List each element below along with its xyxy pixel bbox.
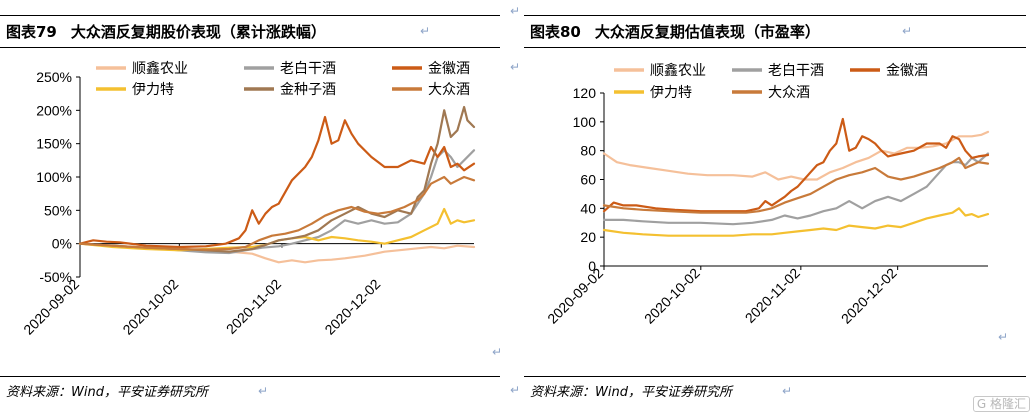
x-tick-label: 2020-12-02 xyxy=(321,276,383,338)
top-rule xyxy=(524,15,1026,16)
bottom-rule xyxy=(524,376,1026,377)
y-tick-label: 40 xyxy=(580,200,596,216)
figure-number: 图表79 xyxy=(6,23,57,41)
y-tick-label: 100% xyxy=(36,169,72,185)
title-rule xyxy=(524,47,1026,48)
x-tick-label: 2020-11-02 xyxy=(223,276,284,337)
chart-panel-stock-performance: 图表79 大众酒反复期股价表现（累计涨跌幅） ↵ 250% 200% 150% 100%… xyxy=(0,0,510,418)
legend-label: 金徽酒 xyxy=(428,60,470,76)
legend-label: 大众酒 xyxy=(768,84,810,100)
y-tick-label: 60 xyxy=(580,172,596,188)
legend-label: 顺鑫农业 xyxy=(132,60,188,76)
paragraph-mark-icon: ↵ xyxy=(510,60,521,74)
series-line-1 xyxy=(602,130,990,181)
y-tick-label: 0% xyxy=(52,236,72,252)
paragraph-mark-icon: ↵ xyxy=(510,4,521,18)
legend-label: 伊力特 xyxy=(132,81,174,97)
source-note: 资料来源：Wind，平安证券研究所 xyxy=(6,385,208,400)
series-line-3 xyxy=(78,115,476,249)
y-tick-label: 200% xyxy=(36,102,72,118)
x-tick-label: 2020-12-02 xyxy=(838,265,900,327)
y-tick-label: 250% xyxy=(36,69,72,85)
top-rule xyxy=(0,15,500,16)
series-line-5 xyxy=(602,156,990,214)
line-chart-stock-performance: 250%200%150%100%50%0%-50%2020-09-02 2020-… xyxy=(20,60,476,338)
figure-title-text: 大众酒反复期估值表现（市盈率） xyxy=(594,23,820,41)
x-tick-label: 2020-11-02 xyxy=(742,265,803,326)
y-tick-label: 0 xyxy=(588,258,596,274)
series-line-3 xyxy=(602,117,990,213)
y-tick-label: 120 xyxy=(573,85,597,101)
paragraph-mark-icon: ↵ xyxy=(420,24,431,38)
legend-label: 老白干酒 xyxy=(768,62,824,78)
legend-label: 顺鑫农业 xyxy=(650,62,706,78)
y-tick-label: 80 xyxy=(580,143,596,159)
x-tick-label: 2020-10-02 xyxy=(641,265,703,327)
x-tick-label: 2020-10-02 xyxy=(119,276,181,338)
y-tick-label: 20 xyxy=(580,229,596,245)
legend-label: 金徽酒 xyxy=(886,62,928,78)
watermark-logo: G 格隆汇 xyxy=(972,396,1030,412)
legend-label: 老白干酒 xyxy=(280,60,336,76)
source-note: 资料来源：Wind，平安证券研究所 xyxy=(530,385,732,400)
y-tick-label: 100 xyxy=(573,114,597,130)
legend-label: 伊力特 xyxy=(650,84,692,100)
y-tick-label: -50% xyxy=(39,269,72,285)
figure-number: 图表80 xyxy=(530,23,581,41)
paragraph-mark-icon: ↵ xyxy=(258,384,269,398)
paragraph-mark-icon: ↵ xyxy=(998,330,1009,344)
legend-label: 金种子酒 xyxy=(280,81,336,97)
series-line-4 xyxy=(602,207,990,237)
chart-panel-valuation: 图表80 大众酒反复期估值表现（市盈率） ↵ 120 100 80 60 40 20 0 202… xyxy=(524,0,1036,418)
y-tick-label: 50% xyxy=(44,202,72,218)
bottom-rule xyxy=(0,376,500,377)
paragraph-mark-icon: ↵ xyxy=(510,383,521,397)
figure-title-text: 大众酒反复期股价表现（累计涨跌幅） xyxy=(70,23,326,41)
figure-title: 图表79 大众酒反复期股价表现（累计涨跌幅） xyxy=(6,17,326,47)
paragraph-mark-icon: ↵ xyxy=(902,24,913,38)
series-line-2 xyxy=(602,152,990,226)
series-line-5 xyxy=(78,105,476,253)
y-tick-label: 150% xyxy=(36,136,72,152)
title-rule xyxy=(0,47,500,48)
paragraph-mark-icon: ↵ xyxy=(782,384,793,398)
series-line-6 xyxy=(78,175,476,251)
legend-label: 大众酒 xyxy=(428,81,470,97)
series-line-2 xyxy=(78,149,476,255)
x-tick-label: 2020-09-02 xyxy=(544,265,606,327)
figure-title: 图表80 大众酒反复期估值表现（市盈率） xyxy=(530,17,820,47)
paragraph-mark-icon: ↵ xyxy=(492,345,503,359)
